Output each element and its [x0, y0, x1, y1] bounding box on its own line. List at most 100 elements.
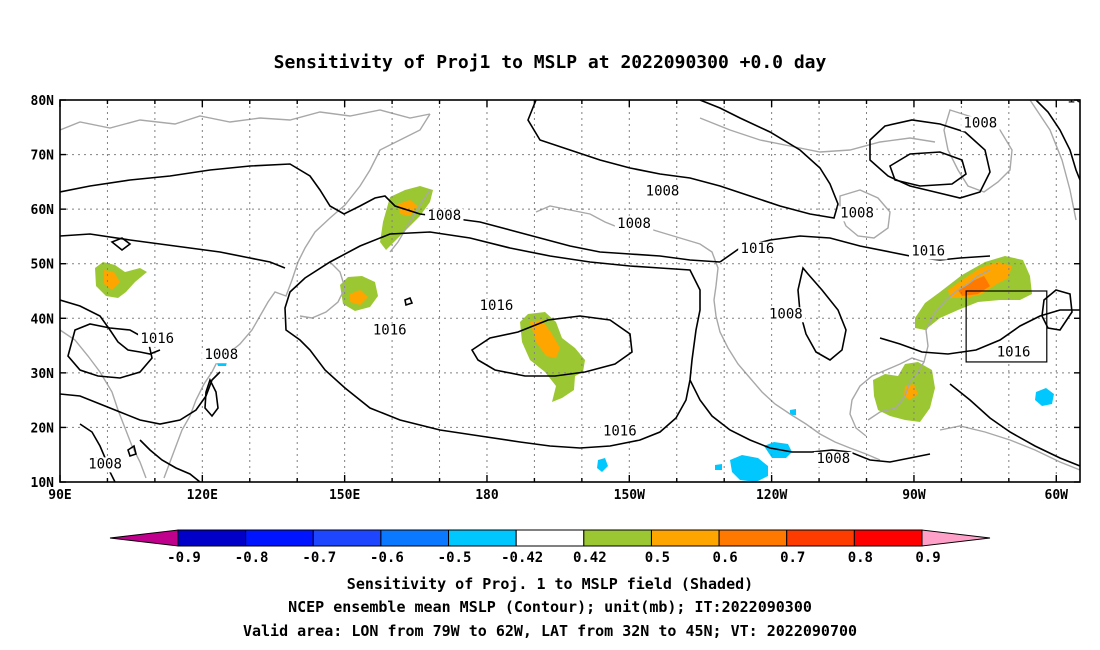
contour-labels: 1008 1008 1008 1008 1008 1008 1008 1008 1008 1016…	[85, 100, 1080, 473]
contour-1020-inner	[470, 315, 633, 377]
color-bar-segment	[650, 529, 720, 547]
contour-1008-south-china	[60, 371, 221, 425]
lon-label: 120E	[187, 488, 218, 503]
contour-label-bg	[600, 424, 640, 440]
sensitivity-negative-central-atlantic	[1035, 388, 1054, 406]
contour-low-center	[889, 151, 967, 187]
contour-1008-china	[60, 233, 286, 269]
contour-1016-china-loop	[67, 323, 153, 379]
map-panel: 1008 1008 1008 1008 1008 1008 1008 1008 1008 1016…	[31, 94, 1081, 503]
color-bar-label: 0.9	[915, 550, 940, 566]
color-bar	[109, 529, 991, 547]
lon-label: 150E	[329, 488, 360, 503]
contour-1008-north	[60, 163, 721, 263]
color-bar-label: -0.9	[167, 550, 201, 566]
contour-label: 1016	[140, 331, 174, 347]
color-bar-label: 0.7	[780, 550, 805, 566]
color-bar-label: 0.5	[645, 550, 670, 566]
contour-label-bg	[85, 457, 125, 473]
contour-label: 1008	[769, 306, 803, 322]
color-bar-lower-extend	[109, 529, 179, 547]
contour-label: 1008	[204, 347, 238, 363]
contour-1008-caribbean	[949, 383, 1080, 467]
lon-label: 90E	[48, 488, 71, 503]
coastline-kamchatka	[389, 189, 431, 253]
graticule	[60, 100, 1080, 482]
contour-1016-pacific-high	[284, 231, 701, 449]
lat-label: 80N	[31, 94, 55, 109]
color-bar-label: -0.6	[370, 550, 404, 566]
contour-1008-arctic-loop	[527, 100, 839, 219]
contour-label: 1008	[617, 216, 651, 232]
sensitivity-negative-east-pacific-1	[730, 455, 768, 482]
contour-label: 1008	[88, 456, 122, 472]
contour-label-bg	[614, 217, 654, 233]
color-bar-label: -0.8	[235, 550, 269, 566]
contour-label: 1008	[427, 208, 461, 224]
contour-small-1	[110, 237, 132, 252]
color-bar-label: -0.7	[302, 550, 336, 566]
contour-1016-north-atlantic	[1035, 100, 1080, 181]
contour-label-bg	[1064, 100, 1080, 107]
contour-label-bg	[814, 451, 853, 467]
longitude-labels: 90E 120E 150E 180 150W 120W 90W 60W	[48, 488, 1068, 503]
contour-1008-east-pacific	[689, 379, 931, 463]
contour-label: 1008	[646, 184, 680, 200]
coastline-labrador	[1029, 100, 1077, 221]
color-bar-segment	[380, 529, 450, 547]
color-bar-label: 0.42	[573, 550, 607, 566]
coastline-gulf-of-mexico	[849, 357, 926, 437]
contour-1008-greenland-low	[869, 119, 991, 199]
color-bar-label: -0.42	[501, 550, 543, 566]
color-bar-segment	[177, 529, 247, 547]
color-bar-segment	[515, 529, 585, 547]
contour-label-bg	[994, 345, 1033, 361]
lat-label: 20N	[31, 421, 55, 436]
lon-label: 90W	[902, 488, 926, 503]
lon-label: 150W	[614, 488, 645, 503]
lon-label: 60W	[1045, 488, 1069, 503]
map-frame	[59, 99, 1081, 483]
sensitivity-peak-central-pacific	[530, 320, 560, 358]
valid-area-box	[965, 290, 1048, 363]
contour-label-bg	[202, 348, 241, 364]
lat-label: 30N	[31, 367, 55, 382]
contour-label-bg	[738, 241, 777, 257]
caption-line-1: Sensitivity of Proj. 1 to MSLP field (Sh…	[347, 575, 753, 593]
contour-label-bg	[837, 206, 877, 222]
lat-label: 40N	[31, 312, 55, 327]
sensitivity-peak-bay-of-bengal	[104, 270, 120, 290]
lat-label: 60N	[31, 203, 55, 218]
sensitivity-negative-east-pacific-3	[597, 458, 608, 472]
contour-label-bg	[477, 299, 516, 315]
contour-label: 1016	[373, 323, 407, 339]
contour-label: 1016	[603, 424, 637, 440]
lat-label: 50N	[31, 258, 55, 273]
sensitivity-area-gulf-of-mexico	[873, 362, 935, 422]
coastline-canadian-arctic	[699, 117, 936, 153]
color-bar-segment	[312, 529, 382, 547]
lat-label: 10N	[31, 476, 55, 491]
coastline-arctic-asia	[60, 109, 431, 131]
contour-1016-atlantic	[879, 309, 1080, 355]
axis-ticks	[59, 99, 1080, 483]
contour-1008-equator	[139, 439, 201, 482]
contour-label-bg	[425, 209, 464, 225]
sensitivity-negative-northeast-pacific	[790, 409, 796, 415]
map-background	[60, 100, 1080, 482]
contour-label: 1016	[997, 344, 1031, 360]
color-bar-label: 0.8	[848, 550, 873, 566]
contour-1016-indochina	[60, 299, 161, 355]
color-bar-upper-extend	[921, 529, 991, 547]
coastline-south-america	[939, 425, 1080, 471]
contour-label-bg	[961, 116, 1000, 132]
sensitivity-peak-north-pacific-west	[350, 290, 368, 305]
lon-label: 120W	[756, 488, 787, 503]
contour-label: 1008	[964, 115, 998, 131]
contour-label-bg	[370, 323, 409, 339]
caption-line-3: Valid area: LON from 79W to 62W, LAT fro…	[243, 622, 857, 640]
contour-label: 1008	[840, 205, 874, 221]
contour-label-bg	[766, 307, 806, 323]
color-bar-segment	[245, 529, 314, 547]
contour-label-bg	[643, 184, 682, 200]
